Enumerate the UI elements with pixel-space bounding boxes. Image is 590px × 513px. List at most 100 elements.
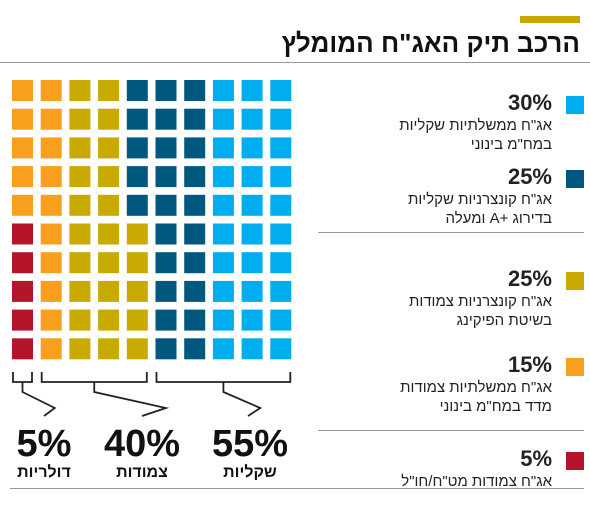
waffle-cell-corp_fixed <box>184 280 206 302</box>
waffle-cell-corp_linked <box>98 338 120 360</box>
waffle-cell-fx <box>12 309 33 331</box>
legend-label-corp_fixed: אג"ח קונצרניות שקליות בדירוג +A ומעלה <box>342 190 552 228</box>
waffle-cell-gov_fixed <box>241 338 263 360</box>
waffle-cell-gov_fixed <box>212 338 234 360</box>
waffle-cell-corp_fixed <box>184 194 206 216</box>
waffle-cell-gov_linked <box>40 166 62 188</box>
waffle-cell-gov_fixed <box>241 223 263 245</box>
group-name-shekel: שקליות <box>223 464 277 481</box>
waffle-cell-gov_fixed <box>270 309 292 331</box>
waffle-cell-corp_fixed <box>126 194 148 216</box>
waffle-cell-gov_fixed <box>241 137 263 159</box>
waffle-cell-gov_fixed <box>270 166 292 188</box>
waffle-cell-corp_linked <box>126 280 148 302</box>
legend-line: במח"מ בינוני <box>470 136 552 153</box>
legend-divider <box>318 232 584 233</box>
legend-divider <box>318 430 584 431</box>
waffle-cell-gov_fixed <box>241 166 263 188</box>
waffle-cell-corp_linked <box>126 338 148 360</box>
waffle-cell-gov_fixed <box>241 252 263 274</box>
group-label-shekel: 55% שקליות <box>200 424 300 482</box>
waffle-cell-corp_fixed <box>155 280 177 302</box>
bracket-dollar <box>12 372 57 417</box>
waffle-cell-corp_linked <box>98 309 120 331</box>
waffle-cell-gov_linked <box>40 338 62 360</box>
waffle-cell-gov_linked <box>40 137 62 159</box>
bracket-shekel <box>155 372 292 417</box>
waffle-cell-gov_linked <box>40 252 62 274</box>
waffle-cell-corp_linked <box>69 137 91 159</box>
waffle-cell-gov_fixed <box>212 252 234 274</box>
waffle-cell-corp_fixed <box>184 309 206 331</box>
waffle-cell-corp_linked <box>126 223 148 245</box>
legend-swatch-corp_fixed <box>566 170 584 188</box>
legend-pct-fx: 5% <box>520 446 552 471</box>
legend-item-gov_linked: 15% אג"ח ממשלתיות צמודות מדד במח"מ בינוני <box>318 348 584 415</box>
legend-label-gov_fixed: אג"ח ממשלתיות שקליות במח"מ בינוני <box>342 116 552 154</box>
waffle-cell-corp_linked <box>98 108 120 130</box>
waffle-cell-gov_fixed <box>241 194 263 216</box>
waffle-cell-gov_fixed <box>270 338 292 360</box>
legend-line: בדירוג +A ומעלה <box>445 210 553 227</box>
chart-title: הרכב תיק האג"ח המומלץ <box>281 28 580 58</box>
waffle-cell-corp_linked <box>69 280 91 302</box>
waffle-cell-gov_linked <box>12 137 33 159</box>
waffle-cell-gov_fixed <box>212 166 234 188</box>
waffle-cell-fx <box>12 280 33 302</box>
waffle-cell-corp_linked <box>98 223 120 245</box>
waffle-cell-corp_linked <box>98 252 120 274</box>
accent-bar <box>520 16 580 23</box>
waffle-cell-gov_fixed <box>212 309 234 331</box>
legend-pct-corp_linked: 25% <box>507 266 552 291</box>
group-name-linked: צמודות <box>116 464 168 481</box>
group-pct-dollar: 5% <box>16 423 72 465</box>
waffle-cell-corp_linked <box>98 194 120 216</box>
waffle-cell-fx <box>12 223 33 245</box>
waffle-cell-corp_fixed <box>155 194 177 216</box>
legend-line: אג"ח ממשלתיות צמודות <box>400 379 552 396</box>
waffle-cell-fx <box>12 252 33 274</box>
legend-pct-gov_linked: 15% <box>507 352 552 377</box>
waffle-cell-corp_fixed <box>184 166 206 188</box>
waffle-cell-gov_fixed <box>212 280 234 302</box>
legend-label-corp_linked: אג"ח קונצרניות צמודות בשיטת הפיקינג <box>342 292 552 330</box>
legend-swatch-gov_fixed <box>566 96 584 114</box>
waffle-cell-gov_fixed <box>212 80 234 101</box>
waffle-cell-gov_fixed <box>212 137 234 159</box>
waffle-cell-corp_linked <box>126 309 148 331</box>
waffle-cell-gov_fixed <box>241 108 263 130</box>
legend-item-corp_fixed: 25% אג"ח קונצרניות שקליות בדירוג +A ומעלה <box>318 160 584 227</box>
legend-pct-gov_fixed: 30% <box>507 90 552 115</box>
waffle-cell-corp_fixed <box>184 223 206 245</box>
legend-line: אג"ח צמודות מט"ח/חו"ל <box>401 473 552 490</box>
waffle-cell-corp_fixed <box>184 108 206 130</box>
waffle-cell-gov_fixed <box>270 223 292 245</box>
waffle-cell-corp_fixed <box>155 252 177 274</box>
waffle-cell-gov_fixed <box>212 108 234 130</box>
waffle-cell-corp_fixed <box>155 338 177 360</box>
waffle-cell-corp_linked <box>69 108 91 130</box>
waffle-cell-gov_fixed <box>241 80 263 101</box>
waffle-cell-gov_fixed <box>270 280 292 302</box>
waffle-cell-gov_fixed <box>212 194 234 216</box>
waffle-cell-corp_fixed <box>184 137 206 159</box>
waffle-cell-corp_fixed <box>126 166 148 188</box>
waffle-cell-corp_linked <box>69 223 91 245</box>
legend-line: מדד במח"מ בינוני <box>439 398 552 415</box>
group-name-dollar: דולריות <box>17 464 71 481</box>
group-pct-linked: 40% <box>103 423 181 465</box>
waffle-cell-corp_fixed <box>155 80 177 101</box>
waffle-cell-corp_fixed <box>126 137 148 159</box>
waffle-cell-corp_linked <box>98 280 120 302</box>
waffle-cell-corp_fixed <box>155 166 177 188</box>
waffle-cell-gov_fixed <box>270 252 292 274</box>
bottom-divider <box>10 488 584 489</box>
group-label-dollar: 5% דולריות <box>0 424 94 482</box>
waffle-cell-corp_fixed <box>155 223 177 245</box>
waffle-cell-gov_fixed <box>270 194 292 216</box>
legend-item-gov_fixed: 30% אג"ח ממשלתיות שקליות במח"מ בינוני <box>318 86 584 153</box>
waffle-cell-corp_fixed <box>184 252 206 274</box>
legend-swatch-fx <box>566 452 584 470</box>
waffle-cell-gov_linked <box>40 80 62 101</box>
